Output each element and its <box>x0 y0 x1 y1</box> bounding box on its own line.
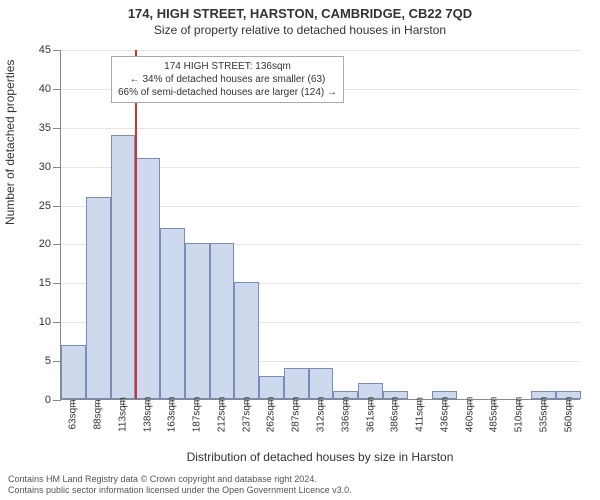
y-tick-label: 25 <box>39 200 51 212</box>
y-tick <box>53 206 61 207</box>
x-tick-label: 63sqm <box>68 399 79 429</box>
histogram-bar <box>86 197 111 399</box>
x-tick-label: 485sqm <box>489 397 500 433</box>
y-tick <box>53 361 61 362</box>
x-tick-label: 237sqm <box>241 397 252 433</box>
footer-attribution: Contains HM Land Registry data © Crown c… <box>8 474 352 496</box>
histogram-bar <box>309 368 334 399</box>
x-axis-title: Distribution of detached houses by size … <box>60 450 580 464</box>
x-tick-label: 138sqm <box>142 397 153 433</box>
x-tick-label: 436sqm <box>439 397 450 433</box>
y-tick <box>53 283 61 284</box>
x-tick-label: 336sqm <box>340 397 351 433</box>
x-tick-label: 411sqm <box>415 397 426 432</box>
y-tick-label: 0 <box>45 394 51 406</box>
x-tick-label: 460sqm <box>464 397 475 433</box>
chart-title-subtitle: Size of property relative to detached ho… <box>0 21 600 37</box>
x-tick-label: 312sqm <box>316 397 327 433</box>
histogram-bar <box>111 135 136 399</box>
histogram-bar <box>61 345 86 399</box>
grid-line <box>61 128 580 129</box>
y-tick-label: 10 <box>39 316 51 328</box>
footer-line2: Contains public sector information licen… <box>8 485 352 496</box>
histogram-bar <box>210 243 235 399</box>
y-tick <box>53 167 61 168</box>
y-tick <box>53 50 61 51</box>
histogram-bar <box>284 368 309 399</box>
x-tick-label: 163sqm <box>167 397 178 433</box>
y-tick-label: 40 <box>39 83 51 95</box>
x-tick-label: 262sqm <box>266 397 277 433</box>
histogram-plot: 174 HIGH STREET: 136sqm ← 34% of detache… <box>60 50 580 400</box>
x-tick-label: 212sqm <box>216 397 227 433</box>
chart-title-address: 174, HIGH STREET, HARSTON, CAMBRIDGE, CB… <box>0 0 600 21</box>
annotation-line1: 174 HIGH STREET: 136sqm <box>118 60 337 73</box>
y-tick-label: 15 <box>39 277 51 289</box>
histogram-bar <box>160 228 185 399</box>
y-tick-label: 35 <box>39 122 51 134</box>
x-tick-label: 187sqm <box>192 397 203 433</box>
histogram-bar <box>135 158 160 399</box>
histogram-bar <box>259 376 284 399</box>
y-tick <box>53 400 61 401</box>
x-tick-label: 535sqm <box>538 397 549 433</box>
y-tick-label: 20 <box>39 238 51 250</box>
grid-line <box>61 50 580 51</box>
x-tick-label: 560sqm <box>563 397 574 433</box>
x-tick-label: 386sqm <box>390 397 401 433</box>
x-tick-label: 113sqm <box>117 397 128 432</box>
y-tick-label: 45 <box>39 44 51 56</box>
x-tick-label: 361sqm <box>365 397 376 433</box>
y-tick-label: 5 <box>45 355 51 367</box>
y-tick <box>53 128 61 129</box>
footer-line1: Contains HM Land Registry data © Crown c… <box>8 474 352 485</box>
marker-annotation: 174 HIGH STREET: 136sqm ← 34% of detache… <box>111 56 344 103</box>
histogram-bar <box>185 243 210 399</box>
y-tick <box>53 89 61 90</box>
y-tick-label: 30 <box>39 161 51 173</box>
x-tick-label: 287sqm <box>291 397 302 433</box>
annotation-line2: ← 34% of detached houses are smaller (63… <box>118 73 337 86</box>
histogram-bar <box>234 282 259 399</box>
x-tick-label: 88sqm <box>93 399 104 429</box>
y-tick <box>53 244 61 245</box>
x-tick-label: 510sqm <box>514 397 525 433</box>
annotation-line3: 66% of semi-detached houses are larger (… <box>118 86 337 99</box>
y-tick <box>53 322 61 323</box>
y-axis-title: Number of detached properties <box>3 60 17 225</box>
